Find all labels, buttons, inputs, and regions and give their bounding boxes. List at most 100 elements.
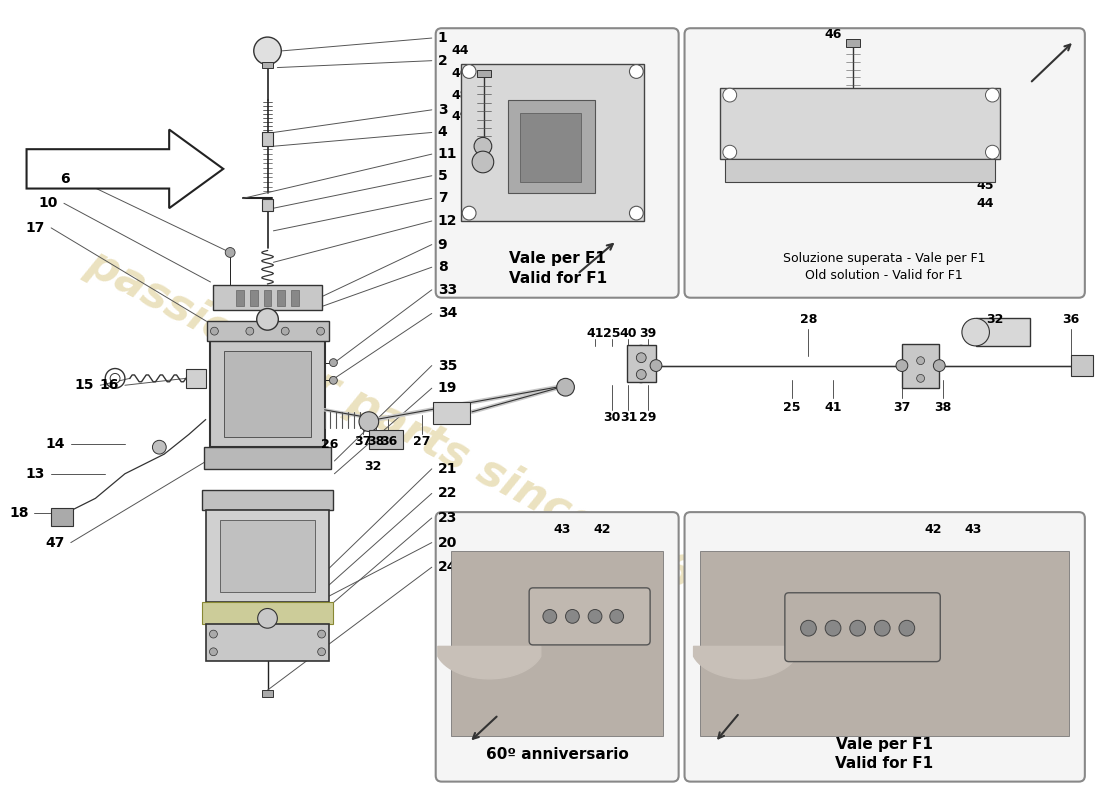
Text: Vale per F1
Valid for F1: Vale per F1 Valid for F1 bbox=[835, 737, 933, 771]
Circle shape bbox=[209, 648, 218, 656]
Text: passion for parts since 196: passion for parts since 196 bbox=[80, 241, 701, 598]
Circle shape bbox=[899, 620, 915, 636]
Circle shape bbox=[825, 620, 840, 636]
Text: 60º anniversario: 60º anniversario bbox=[486, 746, 629, 762]
Bar bbox=[264, 290, 272, 306]
FancyBboxPatch shape bbox=[201, 490, 333, 510]
FancyBboxPatch shape bbox=[436, 512, 679, 782]
Polygon shape bbox=[461, 64, 645, 221]
Text: 19: 19 bbox=[438, 381, 456, 395]
FancyBboxPatch shape bbox=[206, 510, 330, 602]
FancyBboxPatch shape bbox=[436, 28, 679, 298]
Text: 41: 41 bbox=[586, 326, 604, 340]
Text: 37: 37 bbox=[893, 402, 911, 414]
FancyBboxPatch shape bbox=[719, 88, 1000, 159]
FancyBboxPatch shape bbox=[725, 159, 996, 182]
Text: 44: 44 bbox=[977, 197, 994, 210]
Text: 43: 43 bbox=[964, 523, 981, 536]
Circle shape bbox=[609, 610, 624, 623]
Text: 40: 40 bbox=[619, 326, 637, 340]
Bar bbox=[277, 290, 285, 306]
Text: 14: 14 bbox=[45, 438, 65, 451]
Polygon shape bbox=[26, 130, 223, 208]
Circle shape bbox=[254, 37, 282, 65]
Bar bbox=[477, 70, 491, 78]
Circle shape bbox=[934, 360, 945, 371]
Circle shape bbox=[246, 327, 254, 335]
Text: 25: 25 bbox=[783, 402, 801, 414]
Bar bbox=[432, 402, 470, 424]
Circle shape bbox=[256, 309, 278, 330]
Text: 33: 33 bbox=[438, 283, 456, 297]
Text: 46: 46 bbox=[824, 28, 842, 41]
Text: 29: 29 bbox=[639, 411, 657, 424]
FancyBboxPatch shape bbox=[684, 28, 1085, 298]
Circle shape bbox=[850, 620, 866, 636]
Text: 26: 26 bbox=[321, 438, 338, 450]
Circle shape bbox=[723, 146, 737, 159]
Text: 9: 9 bbox=[438, 238, 448, 252]
Text: 39: 39 bbox=[639, 326, 657, 340]
Text: 36: 36 bbox=[379, 435, 397, 448]
Circle shape bbox=[565, 610, 580, 623]
Bar bbox=[508, 100, 595, 194]
FancyBboxPatch shape bbox=[220, 520, 315, 592]
Text: 42: 42 bbox=[925, 523, 942, 536]
Text: 22: 22 bbox=[438, 486, 458, 501]
Bar bbox=[262, 199, 274, 211]
Text: 48: 48 bbox=[451, 89, 469, 102]
Bar bbox=[368, 430, 404, 449]
Text: 47: 47 bbox=[45, 536, 65, 550]
Circle shape bbox=[557, 378, 574, 396]
Text: 44: 44 bbox=[451, 44, 469, 58]
Text: 16: 16 bbox=[100, 378, 119, 392]
Text: 37: 37 bbox=[354, 435, 372, 448]
Bar bbox=[262, 133, 274, 146]
Text: 11: 11 bbox=[438, 147, 458, 161]
Text: 6: 6 bbox=[60, 172, 69, 186]
Text: 13: 13 bbox=[26, 466, 45, 481]
Text: 38: 38 bbox=[367, 435, 384, 448]
Circle shape bbox=[153, 440, 166, 454]
FancyBboxPatch shape bbox=[201, 602, 333, 624]
Bar bbox=[451, 551, 663, 736]
Text: 12: 12 bbox=[438, 214, 458, 228]
Circle shape bbox=[330, 358, 338, 366]
Circle shape bbox=[986, 146, 999, 159]
Bar bbox=[236, 290, 244, 306]
Bar bbox=[262, 62, 274, 67]
Text: 15: 15 bbox=[75, 378, 95, 392]
Text: 34: 34 bbox=[438, 306, 456, 321]
Text: 18: 18 bbox=[9, 506, 29, 520]
Circle shape bbox=[257, 609, 277, 628]
Circle shape bbox=[330, 376, 338, 384]
Bar bbox=[520, 113, 581, 182]
Circle shape bbox=[636, 370, 646, 379]
Circle shape bbox=[723, 88, 737, 102]
Text: 32: 32 bbox=[987, 313, 1004, 326]
Text: 49: 49 bbox=[451, 110, 469, 123]
FancyBboxPatch shape bbox=[207, 322, 329, 341]
Circle shape bbox=[629, 65, 644, 78]
Circle shape bbox=[210, 327, 218, 335]
Circle shape bbox=[282, 327, 289, 335]
Text: 35: 35 bbox=[438, 358, 456, 373]
Text: 42: 42 bbox=[593, 523, 611, 536]
Circle shape bbox=[916, 357, 924, 365]
Text: 30: 30 bbox=[603, 411, 620, 424]
Circle shape bbox=[462, 206, 476, 220]
Bar bbox=[846, 39, 859, 47]
FancyBboxPatch shape bbox=[210, 341, 324, 447]
Text: 43: 43 bbox=[554, 523, 571, 536]
Text: 46: 46 bbox=[451, 67, 469, 80]
Text: 8: 8 bbox=[438, 260, 448, 274]
Circle shape bbox=[318, 648, 326, 656]
Text: 38: 38 bbox=[935, 402, 952, 414]
Circle shape bbox=[636, 353, 646, 362]
FancyBboxPatch shape bbox=[206, 624, 330, 661]
Text: 31: 31 bbox=[619, 411, 637, 424]
Circle shape bbox=[961, 318, 989, 346]
Text: 7: 7 bbox=[438, 191, 448, 206]
Bar bbox=[51, 508, 73, 526]
Text: 41: 41 bbox=[824, 402, 842, 414]
